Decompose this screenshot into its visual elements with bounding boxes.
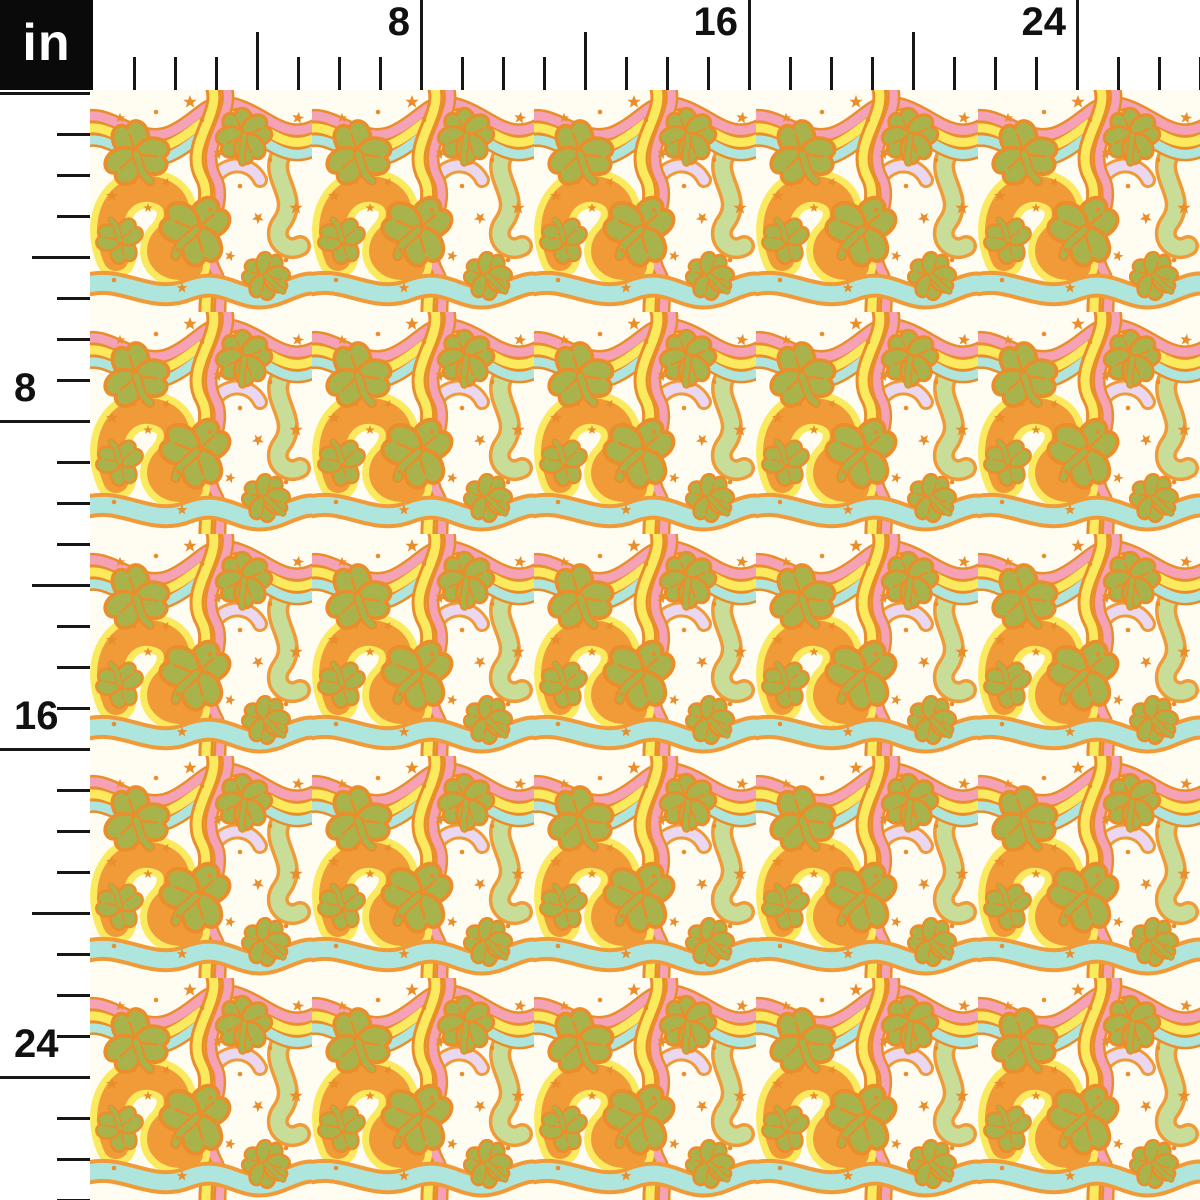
ruler-tick bbox=[0, 92, 90, 95]
ruler-tick bbox=[830, 57, 833, 90]
ruler-tick bbox=[57, 994, 90, 997]
ruler-tick bbox=[57, 133, 90, 136]
ruler-tick bbox=[461, 57, 464, 90]
ruler-tick bbox=[1158, 57, 1161, 90]
pattern-fill bbox=[90, 90, 1200, 1200]
ruler-tick bbox=[297, 57, 300, 90]
ruler-number-top: 8 bbox=[388, 2, 410, 42]
ruler-tick bbox=[215, 57, 218, 90]
ruler-tick bbox=[32, 584, 90, 587]
ruler-tick bbox=[57, 1158, 90, 1161]
ruler-number-top: 16 bbox=[694, 2, 739, 42]
ruler-tick bbox=[666, 57, 669, 90]
ruler-tick bbox=[584, 32, 587, 90]
ruler-number-top: 24 bbox=[1022, 2, 1067, 42]
ruler-tick bbox=[1035, 57, 1038, 90]
ruler-tick bbox=[32, 256, 90, 259]
ruler-tick bbox=[707, 57, 710, 90]
ruler-tick bbox=[57, 707, 90, 710]
ruler-tick bbox=[57, 871, 90, 874]
fabric-pattern-svg bbox=[90, 90, 1200, 1200]
ruler-tick bbox=[32, 912, 90, 915]
ruler-number-left: 24 bbox=[14, 1024, 59, 1064]
ruler-tick bbox=[748, 0, 751, 90]
ruler-tick bbox=[57, 297, 90, 300]
ruler-tick bbox=[57, 338, 90, 341]
ruler-tick bbox=[57, 953, 90, 956]
ruler-tick bbox=[0, 748, 90, 751]
ruler-tick bbox=[133, 57, 136, 90]
ruler-number-left: 16 bbox=[14, 696, 59, 736]
ruler-tick bbox=[57, 625, 90, 628]
ruler-tick bbox=[1076, 0, 1079, 90]
ruler-tick bbox=[256, 32, 259, 90]
fabric-swatch bbox=[90, 90, 1200, 1200]
fabric-listing-image: in 8 16 24 8 16 24 bbox=[0, 0, 1200, 1200]
ruler-tick bbox=[994, 57, 997, 90]
ruler-tick bbox=[57, 789, 90, 792]
ruler-tick bbox=[57, 215, 90, 218]
ruler-unit-label: in bbox=[22, 17, 70, 69]
ruler-tick bbox=[57, 1117, 90, 1120]
ruler-tick bbox=[789, 57, 792, 90]
ruler-tick bbox=[57, 379, 90, 382]
ruler-tick bbox=[1117, 57, 1120, 90]
ruler-tick bbox=[625, 57, 628, 90]
ruler-unit-badge: in bbox=[0, 0, 93, 90]
ruler-tick bbox=[57, 666, 90, 669]
ruler-tick bbox=[0, 1076, 90, 1079]
ruler-tick bbox=[57, 502, 90, 505]
ruler-tick bbox=[57, 461, 90, 464]
ruler-top: 8 16 24 bbox=[93, 0, 1200, 90]
ruler-tick bbox=[338, 57, 341, 90]
ruler-tick bbox=[379, 57, 382, 90]
ruler-tick bbox=[57, 543, 90, 546]
ruler-tick bbox=[0, 420, 90, 423]
ruler-tick bbox=[57, 174, 90, 177]
ruler-tick bbox=[871, 57, 874, 90]
ruler-tick bbox=[57, 830, 90, 833]
ruler-tick bbox=[953, 57, 956, 90]
ruler-tick bbox=[543, 57, 546, 90]
ruler-tick bbox=[174, 57, 177, 90]
ruler-number-left: 8 bbox=[14, 368, 36, 408]
ruler-tick bbox=[912, 32, 915, 90]
ruler-left: 8 16 24 bbox=[0, 90, 90, 1200]
ruler-tick bbox=[57, 1035, 90, 1038]
ruler-tick bbox=[420, 0, 423, 90]
ruler-tick bbox=[502, 57, 505, 90]
